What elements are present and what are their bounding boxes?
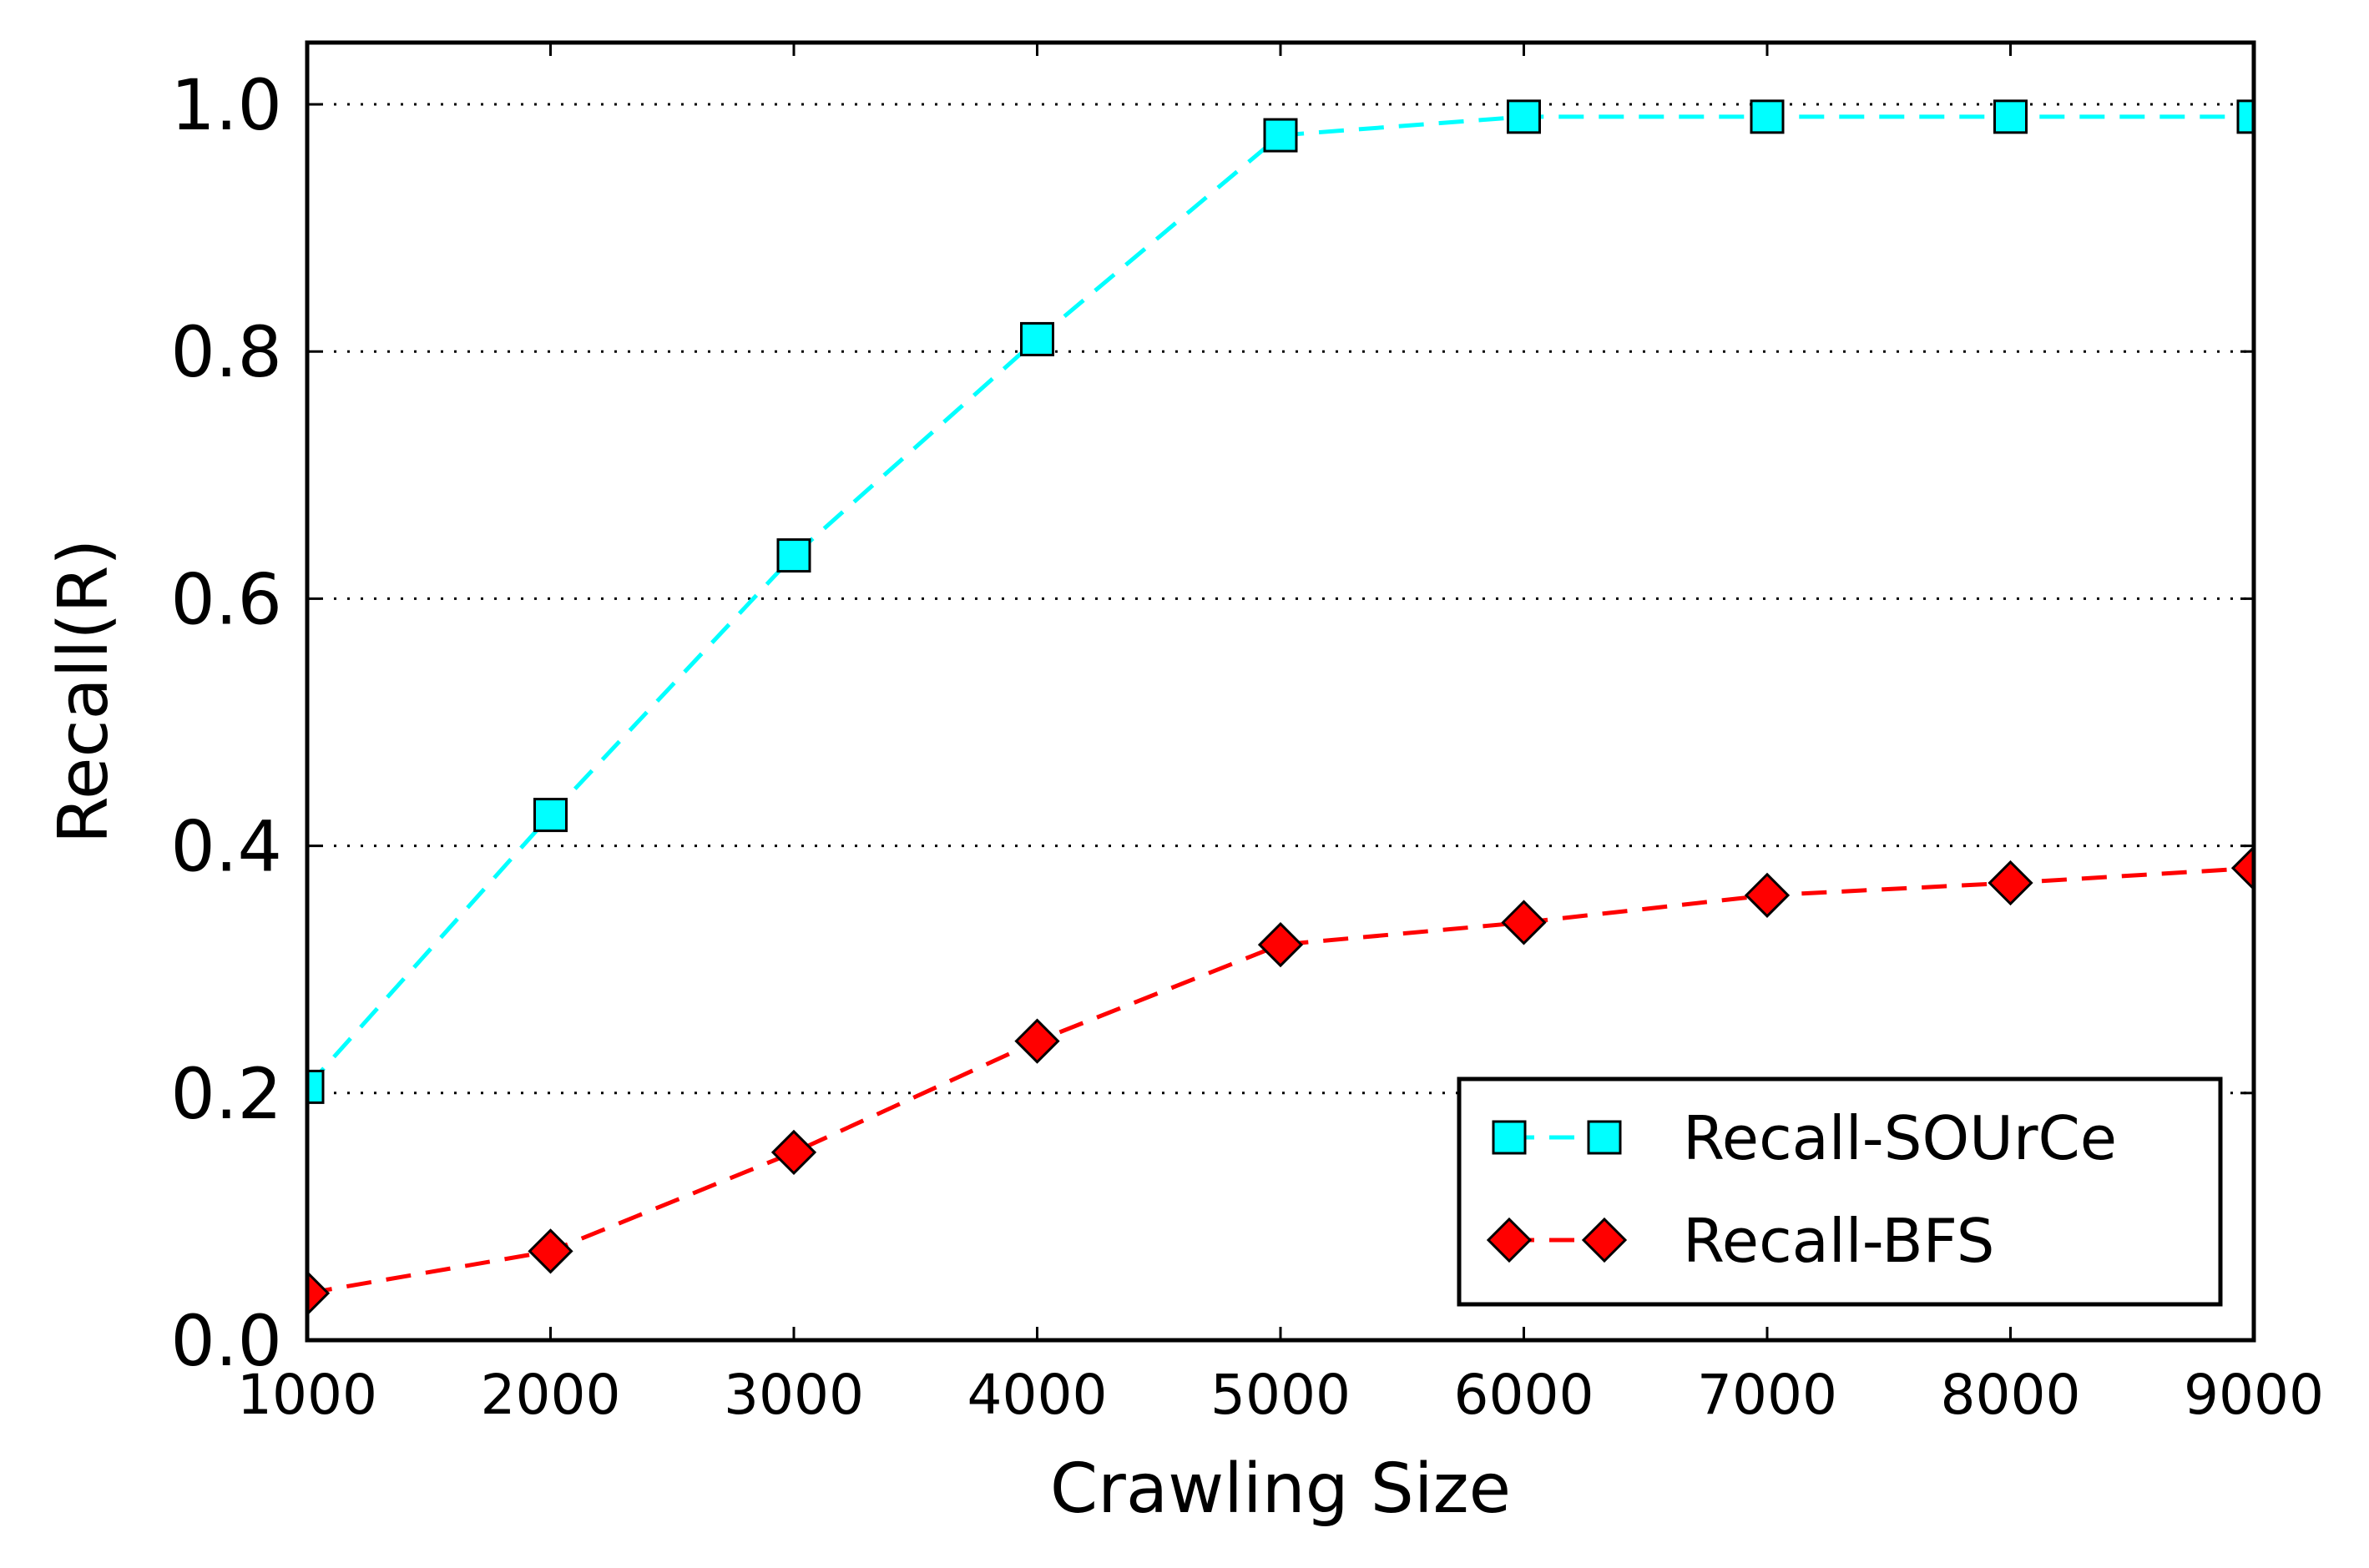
legend-label-recall-bfs: Recall-BFS bbox=[1683, 1206, 1994, 1276]
x-tick-label: 4000 bbox=[967, 1363, 1108, 1427]
series-recall-bfs bbox=[307, 845, 2254, 1316]
x-tick-label: 2000 bbox=[481, 1363, 621, 1427]
data-point-recall-bfs-1000 bbox=[307, 1270, 331, 1316]
data-point-recall-source-8000 bbox=[1993, 99, 2028, 134]
y-tick-label: 0.4 bbox=[170, 806, 282, 888]
x-tick-label: 9000 bbox=[2184, 1363, 2324, 1427]
x-tick-label: 7000 bbox=[1697, 1363, 1837, 1427]
y-tick-label: 0.8 bbox=[170, 311, 282, 393]
x-tick-label: 8000 bbox=[1941, 1363, 2081, 1427]
data-point-recall-source-7000 bbox=[1750, 99, 1785, 134]
y-tick-label: 0.2 bbox=[170, 1053, 282, 1135]
data-point-recall-source-2000 bbox=[533, 798, 568, 833]
tick-labels: 0.0 0.2 0.4 0.6 0.8 1.0 1000 2000 3000 4000 5000 60… bbox=[170, 64, 2324, 1427]
x-tick-label: 5000 bbox=[1210, 1363, 1351, 1427]
x-axis-title: Crawling Size bbox=[1050, 1450, 1511, 1529]
data-point-recall-source-6000 bbox=[1507, 99, 1541, 134]
legend-marker-recall-source bbox=[1587, 1120, 1622, 1155]
legend-marker-recall-source bbox=[1492, 1120, 1527, 1155]
data-point-recall-source-4000 bbox=[1020, 321, 1054, 356]
legend: Recall-SOUrCe Recall-BFS bbox=[1457, 1076, 2223, 1307]
data-point-recall-bfs-7000 bbox=[1744, 872, 1791, 918]
data-point-recall-source-1000 bbox=[307, 1069, 325, 1104]
legend-label-recall-source: Recall-SOUrCe bbox=[1683, 1103, 2117, 1173]
y-axis-title: Recall(R) bbox=[44, 539, 124, 845]
x-tick-label: 1000 bbox=[237, 1363, 377, 1427]
data-point-recall-source-9000 bbox=[2236, 99, 2254, 134]
data-point-recall-bfs-8000 bbox=[1988, 860, 2033, 906]
series-line-recall-bfs bbox=[307, 865, 2254, 1296]
legend-marker-recall-bfs bbox=[1581, 1217, 1628, 1263]
data-point-recall-bfs-3000 bbox=[770, 1129, 817, 1176]
data-point-recall-bfs-2000 bbox=[528, 1228, 573, 1274]
data-point-recall-source-3000 bbox=[776, 538, 811, 573]
legend-box bbox=[1457, 1076, 2223, 1307]
data-point-recall-source-5000 bbox=[1263, 118, 1298, 153]
y-tick-label: 0.0 bbox=[170, 1300, 282, 1382]
series-layer bbox=[307, 99, 2254, 1316]
y-tick-label: 0.6 bbox=[170, 558, 282, 640]
x-tick-label: 3000 bbox=[724, 1363, 864, 1427]
data-point-recall-bfs-5000 bbox=[1257, 921, 1304, 968]
data-point-recall-bfs-6000 bbox=[1501, 900, 1547, 945]
data-point-recall-bfs-4000 bbox=[1014, 1018, 1060, 1064]
plot-frame bbox=[305, 40, 2256, 1343]
series-recall-source bbox=[307, 99, 2254, 1104]
x-tick-label: 6000 bbox=[1454, 1363, 1594, 1427]
data-point-recall-bfs-9000 bbox=[2230, 845, 2254, 891]
y-tick-label: 1.0 bbox=[170, 64, 282, 146]
legend-marker-recall-bfs bbox=[1486, 1217, 1533, 1263]
